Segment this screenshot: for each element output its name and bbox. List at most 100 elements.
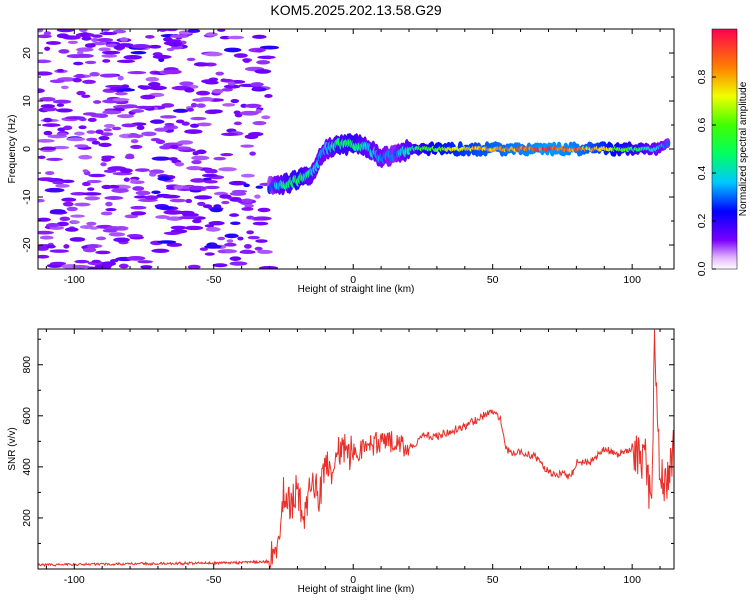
- spectrogram-noise-blob: [184, 225, 204, 231]
- y-tick-label: 600: [21, 407, 33, 425]
- spectrogram-noise-blob: [249, 151, 256, 156]
- colorbar-tick-label: 0.2: [696, 214, 708, 229]
- spectrogram-noise-blob: [220, 132, 238, 136]
- spectrogram-noise-blob: [202, 173, 218, 178]
- spectrogram-noise-blob: [66, 206, 78, 212]
- spectrogram-noise-blob: [239, 110, 259, 116]
- spectrogram-noise-blob: [165, 29, 178, 32]
- snr-x-label: Height of straight line (km): [298, 584, 415, 595]
- spectrogram-noise-blob: [66, 137, 86, 142]
- spectrogram-noise-blob: [49, 79, 65, 83]
- spectrogram-noise-blob: [226, 239, 234, 243]
- spectrogram-noise-blob: [250, 82, 264, 87]
- spectrogram-noise-blob: [259, 265, 279, 269]
- spectrogram-noise-blob: [103, 123, 116, 128]
- spectrogram-noise-blob: [55, 108, 73, 113]
- spectrogram-noise-blob: [190, 116, 207, 121]
- spectrogram-noise-blob: [240, 144, 254, 148]
- x-tick-label: 50: [487, 574, 499, 586]
- spectrogram-noise-blob: [139, 85, 151, 90]
- spectrogram-noise-blob: [168, 157, 178, 161]
- spectrogram-noise-blob: [74, 73, 85, 79]
- spectrogram-noise-blob: [38, 34, 52, 39]
- x-tick-label: 0: [350, 574, 356, 586]
- spectrogram-noise-blob: [91, 34, 103, 38]
- spectrogram-noise-blob: [203, 179, 218, 184]
- spectrogram-noise-blob: [204, 244, 222, 249]
- x-tick-label: -50: [206, 274, 221, 286]
- spectrogram-noise-blob: [161, 194, 181, 199]
- spectrogram-noise-blob: [169, 34, 189, 39]
- spectrogram-noise-blob: [126, 255, 146, 261]
- spectrogram-noise-blob: [191, 155, 210, 161]
- spectrogram-noise-blob: [127, 71, 147, 75]
- spectrogram-noise-blob: [44, 187, 65, 193]
- spectrogram-noise-blob: [119, 37, 129, 42]
- spectrogram-noise-blob: [115, 92, 128, 96]
- spectrogram-noise-blob: [46, 222, 60, 228]
- spectrogram-noise-blob: [119, 168, 133, 173]
- spectrogram-noise-blob: [79, 29, 88, 33]
- spectrogram-noise-blob: [40, 146, 57, 151]
- spectrogram-noise-blob: [229, 213, 240, 217]
- spectrogram-noise-blob: [196, 122, 212, 127]
- spectrogram-noise-blob: [168, 42, 182, 47]
- spectrogram-noise-blob: [196, 103, 206, 108]
- snr-y-label: SNR (v/v): [7, 427, 18, 470]
- spectrogram-noise-blob: [82, 169, 89, 173]
- spectrogram-noise-blob: [219, 35, 232, 40]
- spectrogram-noise-blob: [76, 90, 86, 96]
- spectrogram-noise-blob: [78, 154, 93, 160]
- spectrogram-noise-blob: [163, 37, 173, 42]
- spectrogram-noise-blob: [89, 71, 100, 77]
- spectrogram-noise-blob: [213, 204, 222, 209]
- spectrogram-noise-blob: [38, 71, 53, 76]
- spectrogram-noise-blob: [215, 71, 224, 76]
- spectrogram-noise-blob: [133, 195, 148, 199]
- spectrogram-noise-blob: [177, 140, 194, 145]
- spectrogram-noise-blob: [246, 230, 254, 235]
- spectrogram-noise-blob: [101, 29, 110, 32]
- spectrogram-noise-blob: [100, 162, 107, 167]
- spectrogram-noise-blob: [130, 205, 147, 210]
- spectrogram-noise-blob: [74, 202, 91, 207]
- spectrogram-noise-blob: [87, 244, 99, 249]
- spectrogram-noise-blob: [244, 103, 262, 108]
- spectrogram-noise-blob: [88, 173, 106, 178]
- spectrogram-noise-blob: [198, 96, 214, 102]
- spectrogram-noise-blob: [72, 265, 90, 269]
- spectrogram-noise-blob: [71, 220, 80, 224]
- spectrogram-noise-blob: [76, 50, 84, 55]
- spectrogram-noise-blob: [140, 94, 156, 100]
- spectrogram-noise-blob: [178, 210, 195, 215]
- spectrogram-noise-blob: [95, 250, 111, 255]
- spectrogram-noise-blob: [184, 129, 203, 135]
- spectrogram-noise-blob: [185, 198, 193, 204]
- spectrogram-noise-blob: [130, 109, 145, 113]
- spectrogram-noise-blob: [38, 217, 51, 222]
- x-tick-label: 0: [350, 274, 356, 286]
- spectrogram-noise-blob: [82, 247, 97, 253]
- spectrogram-noise-blob: [241, 206, 254, 211]
- spectrogram-noise-blob: [64, 227, 79, 232]
- spectrogram-noise-blob: [173, 146, 192, 151]
- spectrogram-noise-blob: [124, 155, 135, 160]
- snr-series-line: [38, 329, 674, 569]
- spectrogram-noise-blob: [148, 85, 167, 91]
- spectrogram-noise-blob: [42, 107, 58, 112]
- spectrogram-noise-blob: [84, 196, 101, 201]
- spectrogram-noise-blob: [254, 69, 272, 74]
- spectrogram-noise-blob: [108, 232, 126, 237]
- colorbar: 0.0 0.2 0.4 0.6 0.8 Normalized spectral ampl…: [696, 28, 749, 276]
- spectrogram-noise-blob: [123, 177, 130, 182]
- spectrogram-noise-blob: [91, 259, 101, 263]
- spectrogram-noise-blob: [132, 186, 145, 191]
- spectrogram-noise-blob: [100, 211, 113, 216]
- spectrogram-noise-blob: [184, 87, 195, 93]
- spectrogram-noise-blob: [38, 29, 44, 33]
- spectrogram-noise-blob: [155, 206, 175, 210]
- y-tick-label: -10: [21, 189, 33, 204]
- x-tick-label: -100: [64, 274, 85, 286]
